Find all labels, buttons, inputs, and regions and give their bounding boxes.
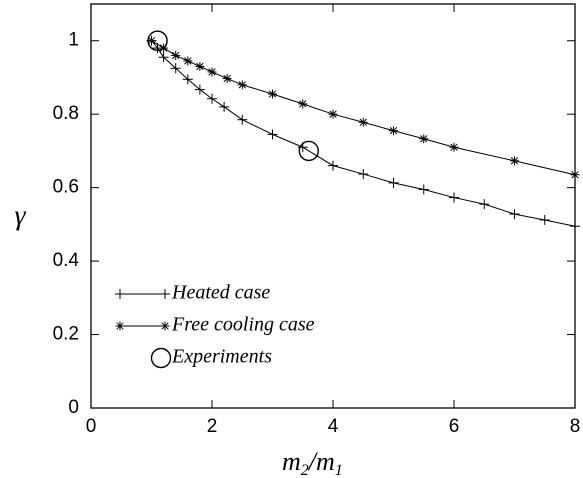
- data-point: [222, 74, 232, 84]
- legend-label: Experiments: [171, 346, 272, 368]
- data-point: [158, 52, 169, 63]
- x-tick-label: 6: [449, 416, 460, 437]
- data-point: [509, 209, 520, 220]
- ticks: 0 2 4 6 8 0 0.2 0.4 0.6 0.8 1: [53, 4, 581, 437]
- series-line: [151, 40, 576, 227]
- svg-text:m2/m1: m2/m1: [282, 447, 343, 478]
- data-point: [570, 221, 580, 232]
- data-point: [449, 142, 459, 152]
- data-point: [328, 160, 338, 171]
- data-point: [539, 214, 550, 225]
- x-tick-label: 0: [86, 416, 97, 437]
- data-point: [207, 93, 217, 104]
- legend-item: Free cooling case: [115, 314, 315, 336]
- legend-marker: [160, 321, 170, 331]
- series-line: [151, 40, 576, 176]
- y-tick-label: 0.4: [53, 250, 80, 271]
- data-point: [171, 50, 181, 60]
- data-point: [298, 99, 308, 109]
- legend-marker: [115, 321, 125, 331]
- y-axis-label: γ: [14, 200, 26, 231]
- data-point: [194, 84, 205, 95]
- legend-label: Heated case: [171, 282, 270, 304]
- legend: Heated case Free cooling case Experiments: [115, 282, 315, 369]
- data-point: [479, 199, 490, 210]
- series-open-circle: [147, 30, 319, 162]
- data-point: [182, 74, 193, 85]
- series-plus: [146, 35, 580, 232]
- series-layer: [146, 30, 580, 232]
- data-point: [418, 184, 429, 195]
- legend-marker: [160, 289, 170, 299]
- y-tick-label: 0.2: [53, 324, 79, 345]
- data-point: [389, 126, 398, 136]
- legend-item: Experiments: [150, 346, 272, 369]
- data-point: [358, 117, 368, 127]
- x-tick-label: 2: [207, 416, 218, 437]
- data-point: [219, 101, 230, 112]
- x-tick-label: 8: [570, 416, 581, 437]
- data-point: [570, 170, 580, 180]
- plot-frame: [90, 3, 576, 409]
- data-point: [388, 177, 399, 188]
- data-point: [183, 56, 193, 66]
- data-point: [237, 114, 248, 125]
- data-point: [510, 156, 519, 166]
- y-tick-label: 0.8: [53, 103, 79, 124]
- data-point: [147, 30, 168, 51]
- legend-item: Heated case: [115, 282, 270, 304]
- data-point: [328, 109, 338, 119]
- data-point: [195, 61, 205, 71]
- legend-marker: [115, 289, 125, 299]
- y-tick-label: 0: [68, 397, 79, 418]
- x-axis-label: m2/m1: [282, 447, 343, 478]
- data-point: [298, 140, 319, 162]
- series-asterisk: [147, 36, 580, 180]
- legend-marker: [150, 347, 172, 369]
- x-tick-label: 4: [328, 416, 339, 437]
- legend-label: Free cooling case: [171, 314, 315, 336]
- data-point: [358, 169, 369, 180]
- y-tick-label: 1: [68, 30, 79, 51]
- y-tick-label: 0.6: [53, 177, 79, 198]
- data-point: [419, 134, 429, 144]
- data-point: [237, 80, 247, 90]
- data-point: [207, 67, 217, 77]
- data-point: [170, 63, 181, 74]
- data-point: [449, 192, 459, 203]
- data-point: [267, 129, 278, 140]
- data-point: [268, 89, 277, 99]
